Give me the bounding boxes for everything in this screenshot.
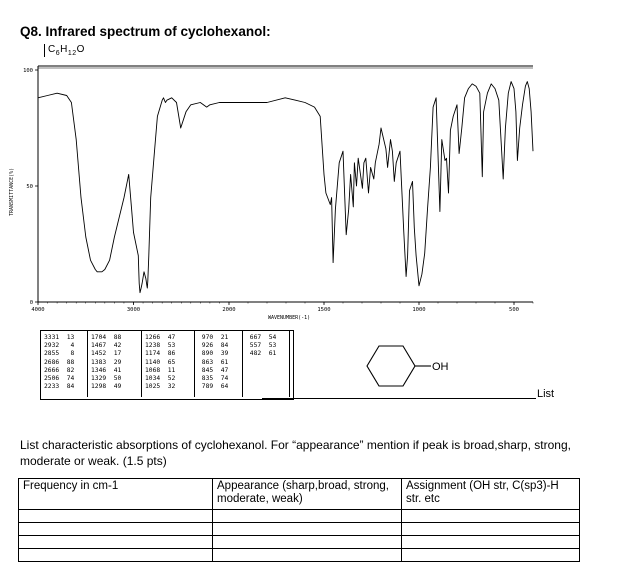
- answer-cell[interactable]: [212, 509, 402, 523]
- answer-cell[interactable]: [401, 509, 580, 523]
- answer-cell[interactable]: [212, 522, 402, 536]
- peak-entry: 970 21: [198, 334, 229, 341]
- y-tick-label: 0: [30, 300, 33, 306]
- peak-column: 970 21 926 84 890 39 863 61 845 47 835 7…: [198, 334, 229, 391]
- header-frequency: Frequency in cm-1: [18, 478, 213, 510]
- peak-column: 667 54 557 53 482 61: [246, 334, 277, 359]
- molecular-formula: C6H12O: [44, 44, 85, 57]
- peak-entry: 1034 52: [145, 375, 176, 383]
- peak-entry: 1467 42: [91, 342, 122, 350]
- peak-table-divider: [242, 331, 243, 397]
- answer-cell[interactable]: [212, 535, 402, 549]
- x-tick-label: 4000: [31, 307, 44, 313]
- answer-table: Frequency in cm-1 Appearance (sharp,broa…: [18, 478, 580, 562]
- peak-entry: 926 84: [198, 342, 229, 350]
- answer-cell[interactable]: [18, 535, 213, 549]
- peak-entry: 2233 84: [44, 383, 75, 391]
- peak-table-divider: [194, 331, 195, 397]
- peak-entry: 2506 74: [44, 375, 75, 383]
- answer-cell[interactable]: [18, 522, 213, 536]
- list-label: List: [537, 388, 555, 400]
- peak-entry: 890 39: [198, 350, 229, 358]
- peak-entry: 1383 29: [91, 358, 122, 366]
- peak-entry: 2932 4: [44, 342, 75, 350]
- y-tick-label: 100: [23, 68, 33, 74]
- peak-entry: 789 64: [198, 383, 229, 391]
- peak-entry: 1346 41: [91, 366, 122, 374]
- peak-entry: 1140 65: [145, 358, 176, 366]
- peak-entry: 1266 47: [145, 334, 176, 341]
- peak-table-divider: [141, 331, 142, 397]
- peak-column: 1266 47 1238 53 1174 86 1140 65 1068 11 1034 …: [145, 334, 175, 391]
- question-title: Q8. Infrared spectrum of cyclohexanol:: [20, 24, 271, 39]
- peak-entry: 845 47: [198, 366, 229, 374]
- ir-spectrum-chart: 4000 3000 2000 1500 1000 500 0 50 100 WAVENUMBER(…: [9, 65, 534, 321]
- peak-entry: 2855 8: [44, 350, 75, 358]
- header-appearance: Appearance (sharp,broad, strong, moderat…: [212, 478, 402, 510]
- instructions-text: List characteristic absorptions of cyclo…: [20, 438, 571, 468]
- peak-entry: 1704 88: [91, 334, 122, 341]
- peak-entry: 1238 53: [145, 342, 176, 350]
- answer-cell[interactable]: [18, 509, 213, 523]
- peak-table: 3331 13 2932 4 2855 8 2686 88 2666 82 2506 74…: [40, 330, 294, 400]
- peak-entry: 1068 11: [145, 366, 176, 374]
- answer-cell[interactable]: [212, 548, 402, 562]
- cyclohexane-ring: [366, 345, 416, 387]
- peak-entry: 2686 88: [44, 358, 75, 366]
- peak-entry: 1298 49: [91, 383, 122, 391]
- answer-cell[interactable]: [401, 535, 580, 549]
- peak-entry: 1329 50: [91, 375, 122, 383]
- x-axis-label: WAVENUMBER(-1): [268, 315, 310, 321]
- header-assignment: Assignment (OH str, C(sp3)-H str. etc: [401, 478, 580, 510]
- list-underline: [262, 398, 536, 399]
- peak-entry: 1174 86: [145, 350, 176, 358]
- x-tick-label: 2000: [222, 307, 235, 313]
- spectrum-trace: [37, 81, 534, 294]
- peak-entry: 3331 13: [44, 334, 75, 341]
- peak-entry: 1452 17: [91, 350, 122, 358]
- peak-entry: 667 54: [246, 334, 277, 341]
- peak-table-divider: [87, 331, 88, 397]
- y-tick-label: 50: [26, 184, 33, 190]
- x-tick-label: 1500: [317, 307, 330, 313]
- peak-entry: 1025 32: [145, 383, 176, 391]
- x-tick-label: 3000: [127, 307, 140, 313]
- y-axis-label: TRANSMITTANCE(%): [9, 168, 15, 216]
- cyclohexanol-structure: OH: [366, 345, 449, 387]
- peak-entry: 2666 82: [44, 366, 75, 374]
- peak-entry: 835 74: [198, 375, 229, 383]
- peak-entry: 482 61: [246, 350, 277, 358]
- peak-column: 3331 13 2932 4 2855 8 2686 88 2666 82 2506 74…: [44, 334, 74, 391]
- answer-cell[interactable]: [18, 548, 213, 562]
- peak-table-divider: [289, 331, 290, 397]
- answer-cell[interactable]: [401, 522, 580, 536]
- x-tick-label: 500: [509, 307, 519, 313]
- oh-group-label: OH: [432, 361, 449, 373]
- x-tick-label: 1000: [412, 307, 425, 313]
- answer-cell[interactable]: [401, 548, 580, 562]
- peak-entry: 557 53: [246, 342, 277, 350]
- peak-column: 1704 88 1467 42 1452 17 1383 29 1346 41 1329 …: [91, 334, 121, 391]
- peak-entry: 863 61: [198, 358, 229, 366]
